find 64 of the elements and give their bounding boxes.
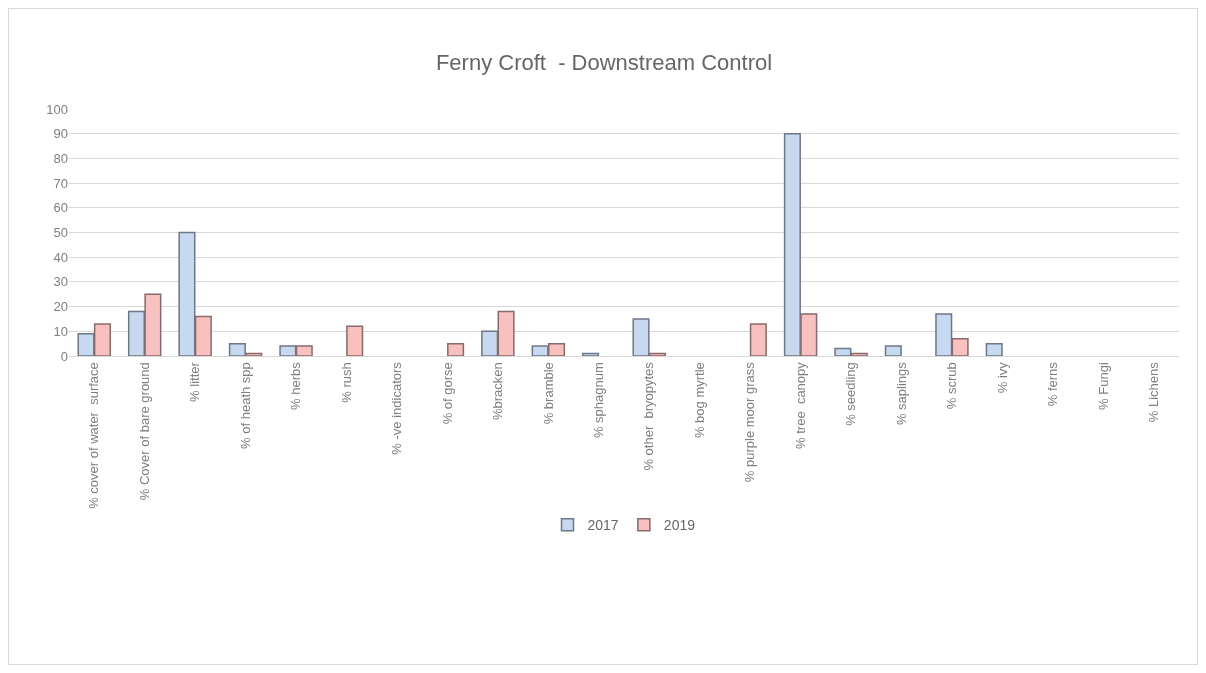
bar — [295, 345, 313, 356]
y-tick-label: 30 — [53, 274, 68, 290]
bar — [178, 231, 196, 356]
x-tick-label: % purple moor grass — [742, 361, 758, 483]
x-tick-label: % sphagnum — [590, 362, 606, 439]
bar — [481, 330, 499, 356]
x-tick-label: % -ve indicators — [389, 361, 405, 455]
bar — [144, 293, 162, 356]
x-tick-label: % saplings — [893, 361, 909, 426]
x-tick-label: % Lichens — [1145, 361, 1161, 423]
bar — [834, 347, 852, 356]
x-tick-label: % rush — [338, 362, 354, 403]
y-tick-label: 70 — [53, 175, 68, 191]
bar — [935, 313, 953, 356]
bar — [194, 315, 212, 356]
bar — [228, 342, 246, 356]
y-tick-label: 80 — [53, 150, 68, 166]
y-tick-label: 20 — [53, 299, 68, 315]
x-tick-label: % of heath spp — [237, 362, 253, 449]
bar — [77, 333, 95, 356]
y-tick-label: 0 — [60, 348, 68, 364]
bar — [497, 310, 515, 356]
bar — [279, 345, 297, 356]
y-tick-label: 60 — [53, 200, 68, 216]
bar — [346, 325, 364, 356]
bar — [783, 132, 801, 356]
y-tick-label: 100 — [46, 101, 68, 117]
y-tick-label: 90 — [53, 126, 68, 142]
bar — [985, 342, 1003, 356]
bar — [951, 337, 969, 356]
x-tick-label: % litter — [187, 361, 203, 402]
bar — [884, 345, 902, 356]
bar — [648, 352, 666, 356]
bar — [531, 345, 549, 356]
x-tick-label: % Cover of bare ground — [136, 362, 152, 501]
y-tick-label: 40 — [53, 249, 68, 265]
bar — [447, 342, 465, 356]
bar — [93, 323, 111, 356]
x-tick-label: % herbs — [288, 361, 304, 410]
x-tick-label: % other bryopytes — [641, 361, 657, 471]
x-tick-label: % tree canopy — [792, 361, 808, 449]
bar — [749, 323, 767, 356]
legend-label: 2019 — [663, 517, 696, 534]
x-tick-label: % bog myrtle — [691, 362, 707, 439]
x-tick-label: % Fungi — [1095, 362, 1111, 410]
x-tick-label: % cover of water surface — [86, 362, 102, 509]
chart-title: Ferny Croft - Downstream Control — [435, 50, 773, 76]
legend-label: 2017 — [587, 517, 619, 534]
x-tick-label: % scrub — [944, 362, 960, 410]
y-tick-label: 10 — [53, 323, 68, 339]
x-tick-label: % bramble — [540, 362, 556, 425]
x-tick-label: %bracken — [490, 362, 506, 421]
x-tick-label: % ivy — [994, 361, 1010, 394]
bar — [245, 352, 263, 356]
x-tick-label: % ferns — [1045, 361, 1061, 407]
bar — [632, 318, 650, 356]
bar — [582, 352, 600, 356]
x-tick-label: % seedling — [843, 362, 859, 426]
bar — [850, 352, 868, 356]
bar — [547, 342, 566, 356]
bar — [127, 310, 146, 356]
y-tick-label: 50 — [53, 225, 68, 241]
x-tick-label: % of gorse — [439, 362, 455, 425]
bar — [800, 313, 818, 356]
